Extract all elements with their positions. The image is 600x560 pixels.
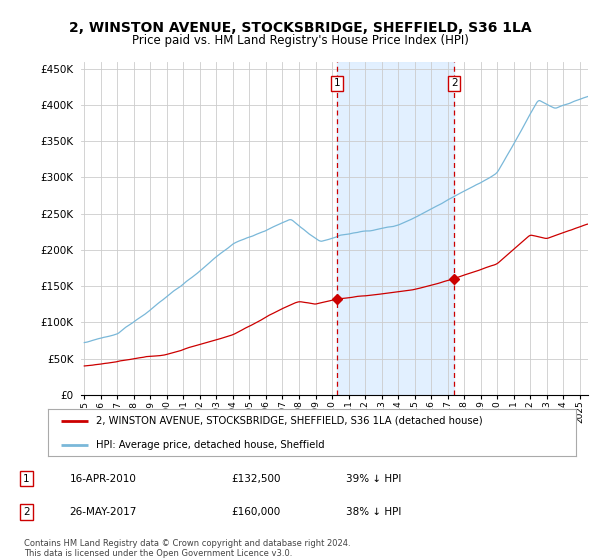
Text: Contains HM Land Registry data © Crown copyright and database right 2024.
This d: Contains HM Land Registry data © Crown c… xyxy=(24,539,350,558)
Text: 39% ↓ HPI: 39% ↓ HPI xyxy=(346,474,401,483)
Text: 2: 2 xyxy=(451,78,458,88)
Text: Price paid vs. HM Land Registry's House Price Index (HPI): Price paid vs. HM Land Registry's House … xyxy=(131,34,469,46)
Text: 38% ↓ HPI: 38% ↓ HPI xyxy=(346,507,401,517)
Text: 26-MAY-2017: 26-MAY-2017 xyxy=(70,507,137,517)
Text: 2: 2 xyxy=(23,507,30,517)
Text: HPI: Average price, detached house, Sheffield: HPI: Average price, detached house, Shef… xyxy=(95,440,324,450)
Text: 1: 1 xyxy=(334,78,340,88)
Text: 2, WINSTON AVENUE, STOCKSBRIDGE, SHEFFIELD, S36 1LA: 2, WINSTON AVENUE, STOCKSBRIDGE, SHEFFIE… xyxy=(68,21,532,35)
Text: 1: 1 xyxy=(23,474,30,483)
Text: 16-APR-2010: 16-APR-2010 xyxy=(70,474,136,483)
Text: £160,000: £160,000 xyxy=(231,507,280,517)
Text: £132,500: £132,500 xyxy=(231,474,280,483)
Text: 2, WINSTON AVENUE, STOCKSBRIDGE, SHEFFIELD, S36 1LA (detached house): 2, WINSTON AVENUE, STOCKSBRIDGE, SHEFFIE… xyxy=(95,416,482,426)
Bar xyxy=(337,62,454,395)
